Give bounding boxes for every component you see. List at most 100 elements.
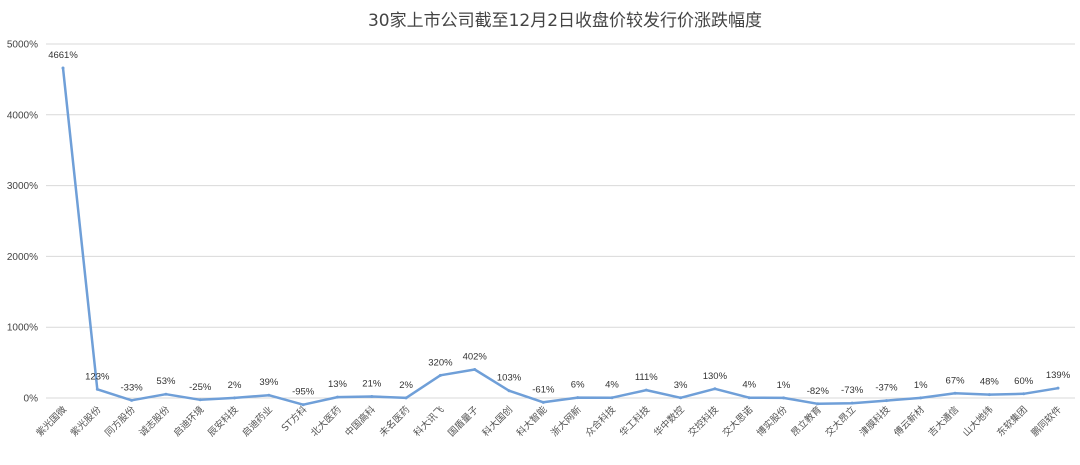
x-tick-label: 交控科技 — [686, 403, 722, 439]
chart-title: 30家上市公司截至12月2日收盘价较发行价涨跌幅度 — [368, 11, 762, 31]
data-label: 111% — [635, 372, 658, 383]
x-tick-label: 山大地纬 — [960, 404, 995, 439]
data-label: 3% — [674, 380, 688, 391]
x-tick-label: 津膜科技 — [857, 403, 893, 439]
data-point — [198, 398, 202, 402]
x-tick-label: 科大国创 — [480, 404, 515, 439]
data-point — [610, 396, 614, 400]
data-label: 39% — [259, 377, 279, 388]
data-label: 13% — [328, 379, 348, 390]
x-tick-label: 华中数控 — [651, 403, 687, 439]
y-tick-label: 1000% — [7, 323, 38, 334]
data-point — [1056, 386, 1060, 390]
y-tick-label: 3000% — [7, 181, 38, 192]
data-point — [404, 396, 408, 400]
data-label: 139% — [1046, 370, 1071, 381]
data-label: 320% — [428, 357, 453, 368]
grid-layer — [46, 43, 1075, 399]
data-label: -37% — [875, 383, 898, 394]
series-layer — [61, 67, 1059, 406]
data-label: -82% — [807, 386, 830, 397]
y-tick-label: 5000% — [7, 40, 38, 51]
data-label: 67% — [946, 375, 966, 386]
data-point — [370, 395, 374, 399]
x-tick-label: 交大昂立 — [823, 404, 858, 439]
x-tick-label: 诚志股份 — [137, 403, 173, 439]
data-point — [267, 393, 271, 397]
data-point — [850, 401, 854, 405]
data-label: 1% — [914, 380, 928, 391]
x-tick-label: 吉大通信 — [926, 404, 961, 439]
x-tick-label: 交大思诺 — [720, 403, 756, 439]
x-axis: 紫光国微 紫光股份 同方股份 诚志股份 启迪环境 辰安科技 启迪药业 ST方科 北大医药 中国高科… — [34, 403, 1065, 439]
x-tick-label: 辰安科技 — [205, 403, 241, 439]
data-label: -73% — [841, 385, 864, 396]
data-point — [953, 391, 957, 395]
data-label: 4% — [742, 380, 756, 391]
data-label: 2% — [228, 380, 242, 391]
data-point — [301, 403, 305, 407]
data-point — [1022, 392, 1026, 396]
data-label: 4% — [605, 380, 619, 391]
x-tick-label: 国盾量子 — [445, 403, 481, 439]
data-label: 2% — [399, 380, 413, 391]
x-tick-label: 启迪药业 — [240, 404, 275, 439]
data-labels: 4661% 123% -33% 53% -25% 2% 39% -95% 13% 21% 2% 320… — [48, 50, 1071, 407]
x-tick-label: 博实股份 — [754, 403, 790, 439]
x-tick-label: ST方科 — [279, 403, 310, 434]
x-tick-label: 东软集团 — [994, 404, 1029, 439]
data-point — [816, 402, 820, 406]
data-label: 402% — [463, 352, 488, 363]
data-point — [233, 396, 237, 400]
x-tick-label: 科大智能 — [514, 403, 550, 439]
data-point — [130, 398, 134, 402]
data-label: 6% — [571, 380, 585, 391]
x-tick-label: 众合科技 — [583, 403, 619, 439]
data-point — [576, 396, 580, 400]
data-label: 53% — [156, 376, 176, 387]
data-point — [713, 387, 717, 391]
data-label: 1% — [777, 380, 791, 391]
y-tick-label: 2000% — [7, 252, 38, 263]
x-tick-label: 科大讯飞 — [411, 403, 447, 439]
x-tick-label: 未名医药 — [377, 404, 412, 439]
series-line — [61, 67, 1059, 406]
data-label: -25% — [189, 382, 212, 393]
x-tick-label: 启迪环境 — [171, 403, 207, 439]
data-point — [507, 389, 511, 393]
x-tick-label: 昂立教育 — [789, 404, 824, 439]
data-label: 60% — [1014, 376, 1034, 387]
data-point — [884, 399, 888, 403]
data-point — [61, 66, 65, 70]
y-tick-label: 4000% — [7, 110, 38, 121]
data-label: 48% — [980, 377, 1000, 388]
data-label: 4661% — [48, 50, 78, 61]
data-label: -33% — [121, 382, 144, 393]
y-tick-label: 0% — [24, 394, 39, 405]
x-tick-label: 浙大网新 — [548, 403, 584, 439]
x-tick-label: 北大医药 — [308, 404, 343, 439]
data-point — [164, 392, 168, 396]
data-point — [679, 396, 683, 400]
data-point — [644, 388, 648, 392]
data-label: 130% — [703, 371, 728, 382]
data-point — [335, 395, 339, 399]
x-tick-label: 同方股份 — [102, 403, 138, 439]
data-label: -95% — [292, 387, 315, 398]
x-tick-label: 鹏同软件 — [1029, 403, 1065, 439]
data-point — [747, 396, 751, 400]
data-point — [541, 400, 545, 404]
x-tick-label: 华工科技 — [617, 403, 653, 439]
data-label: -61% — [532, 384, 555, 395]
x-tick-label: 紫光国微 — [34, 403, 70, 439]
x-tick-label: 中国高科 — [343, 403, 379, 439]
data-label: 123% — [85, 371, 110, 382]
data-point — [919, 396, 923, 400]
data-point — [95, 387, 99, 391]
y-axis: 0% 1000% 2000% 3000% 4000% 5000% — [7, 40, 38, 405]
x-tick-label: 紫光股份 — [68, 403, 104, 439]
x-tick-label: 傅云新材 — [892, 403, 928, 439]
data-point — [473, 368, 477, 372]
data-label: 103% — [497, 373, 522, 384]
